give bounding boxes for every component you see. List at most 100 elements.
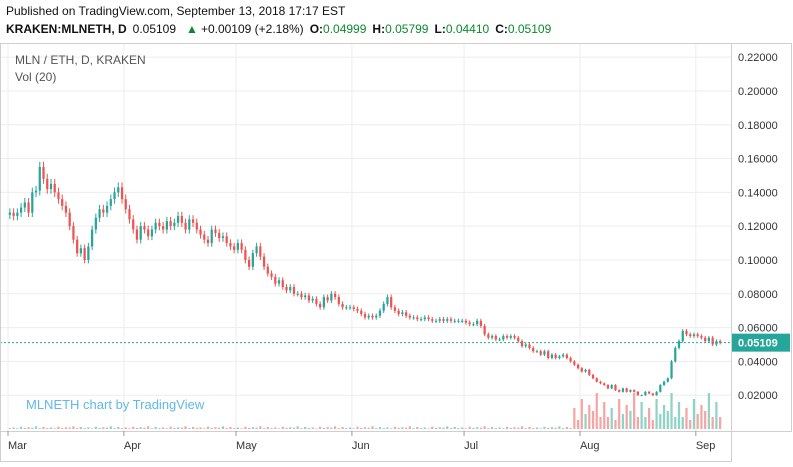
volume-bar	[644, 417, 647, 429]
candle-body	[68, 212, 71, 227]
candle-body	[666, 378, 669, 382]
volume-bar	[128, 428, 131, 429]
volume-bar	[180, 427, 183, 429]
candle-body	[588, 369, 591, 375]
y-tick-label: 0.14000	[738, 187, 778, 199]
candle-body	[266, 266, 269, 274]
volume-bar	[158, 428, 161, 429]
candle-body	[341, 303, 344, 308]
candle-body	[547, 351, 550, 359]
candle-body	[670, 361, 673, 379]
y-tick-label: 0.12000	[738, 221, 778, 233]
volume-bar	[251, 427, 254, 429]
volume-bar	[176, 427, 180, 429]
volume-bar	[692, 399, 696, 429]
last-price-label: 0.05109	[732, 333, 790, 352]
candle-body	[124, 199, 127, 210]
volume-bar	[513, 427, 516, 429]
volume-bar	[412, 428, 415, 429]
volume-bar	[715, 402, 718, 429]
candle-body	[397, 310, 400, 315]
volume-bar	[281, 426, 284, 429]
volume-bar	[719, 417, 722, 429]
candle-body	[132, 219, 135, 230]
candle-body	[57, 192, 60, 200]
candle-body	[281, 280, 284, 288]
candle-body	[390, 297, 393, 308]
volume-bar	[240, 428, 243, 429]
volume-bar	[218, 427, 221, 429]
volume-bar	[210, 427, 213, 429]
volume-bar	[117, 426, 120, 429]
candle-body	[700, 336, 703, 338]
candle-body	[12, 212, 15, 217]
volume-bar	[42, 426, 45, 429]
candle-body	[143, 226, 146, 230]
open-label: O:	[309, 22, 324, 36]
volume-bar	[595, 393, 598, 429]
symbol-label: KRAKEN:MLNETH, D	[6, 22, 127, 36]
volume-bar	[565, 426, 568, 429]
ohlc-legend: KRAKEN:MLNETH, D 0.05109 ▲ +0.00109 (+2.…	[6, 22, 551, 36]
candle-body	[135, 229, 139, 240]
volume-bar	[315, 428, 318, 429]
candle-body	[636, 391, 640, 396]
x-axis-ticks: Mar Apr May Jun Jul Aug Sep	[7, 431, 715, 452]
candle-body	[442, 319, 445, 321]
candle-body	[206, 239, 210, 244]
volume-bar	[83, 428, 86, 429]
volume-bar	[591, 411, 595, 429]
volume-bar	[352, 428, 355, 429]
candle-body	[644, 391, 647, 396]
high-label: H:	[372, 22, 386, 36]
volume-bar	[670, 393, 673, 429]
candle-body	[289, 287, 292, 291]
volume-bar	[206, 426, 210, 429]
volume-bar	[244, 426, 247, 429]
volume-bar	[677, 402, 681, 429]
candle-body	[621, 388, 625, 392]
candle-body	[595, 378, 598, 382]
time-axis[interactable]	[0, 431, 732, 462]
volume-bar	[169, 426, 172, 429]
candle-body	[255, 246, 258, 254]
volume-bar	[689, 420, 692, 429]
candle-body	[300, 293, 303, 298]
volume-bar	[625, 405, 628, 429]
volume-bar	[423, 427, 426, 429]
candle-body	[550, 354, 554, 359]
volume-bar	[449, 428, 453, 429]
candle-body	[31, 192, 34, 213]
volume-bar	[408, 426, 411, 429]
volume-bar	[476, 427, 479, 429]
volume-bar	[390, 428, 393, 429]
price-axis[interactable]	[731, 43, 792, 432]
candle-body	[191, 219, 195, 223]
volume-bar	[636, 417, 640, 429]
price-chart[interactable]: 0.02000 0.04000 0.06000 0.08000 0.10000 0.120…	[0, 43, 793, 467]
candle-body	[158, 222, 161, 227]
volume-bar	[442, 427, 445, 429]
candle-body	[76, 239, 79, 254]
volume-bar	[662, 405, 666, 429]
volume-bar	[483, 426, 486, 429]
candle-body	[558, 356, 561, 359]
candle-body	[618, 390, 621, 392]
volume-bar	[132, 426, 135, 429]
volume-bar	[375, 428, 378, 429]
volume-bar	[38, 428, 41, 429]
candle-body	[610, 385, 613, 389]
y-tick-label: 0.16000	[738, 154, 778, 166]
volume-bar	[53, 428, 56, 429]
candle-body	[120, 187, 124, 200]
volume-bar	[704, 411, 707, 429]
volume-bar	[558, 426, 561, 429]
candle-body	[490, 336, 494, 338]
candle-body	[517, 337, 520, 342]
volume-bar	[199, 427, 202, 429]
candle-body	[606, 385, 610, 389]
candle-body	[292, 287, 296, 294]
volume-bar	[621, 414, 625, 429]
volume-bar	[76, 428, 79, 429]
volume-bar	[386, 427, 389, 429]
